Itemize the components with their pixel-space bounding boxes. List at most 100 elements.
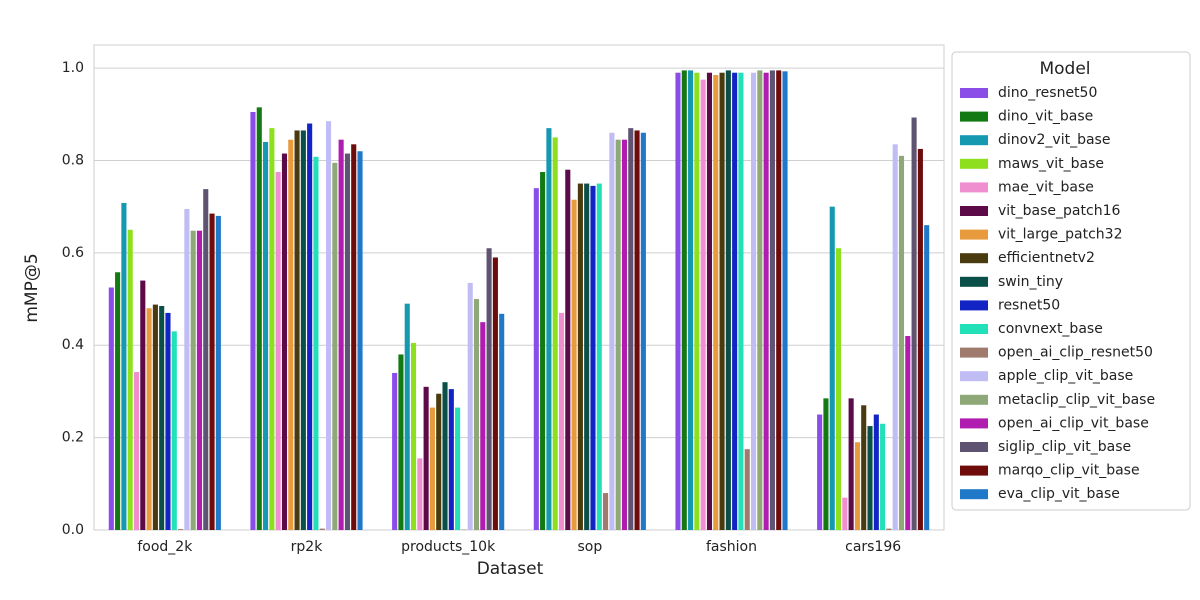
bar — [209, 213, 215, 530]
legend-label: resnet50 — [998, 297, 1060, 313]
bar — [404, 303, 410, 530]
legend-label: dino_vit_base — [998, 109, 1093, 125]
bar — [152, 304, 158, 530]
legend-swatch — [960, 394, 988, 405]
bar — [848, 398, 854, 530]
bar — [165, 312, 171, 530]
bar — [744, 449, 750, 530]
bar — [281, 153, 288, 531]
bar — [688, 70, 694, 531]
bar — [911, 117, 917, 531]
legend-swatch — [960, 489, 988, 500]
bar — [300, 130, 306, 530]
bar — [351, 144, 357, 531]
legend-label: open_ai_clip_resnet50 — [998, 345, 1153, 361]
bar — [898, 155, 905, 530]
legend-swatch — [960, 371, 988, 382]
bar — [423, 386, 429, 530]
bar — [861, 405, 867, 530]
bar — [713, 75, 719, 531]
bar — [769, 70, 775, 531]
bar — [552, 137, 558, 530]
bar — [256, 107, 262, 530]
bar — [640, 132, 646, 530]
bar — [706, 72, 713, 530]
legend-box — [951, 51, 1191, 511]
legend-swatch — [960, 206, 988, 216]
legend-swatch — [960, 135, 988, 146]
bar — [577, 183, 583, 531]
legend-swatch — [960, 276, 988, 287]
legend-swatch — [960, 88, 988, 98]
bar — [467, 282, 473, 530]
legend-swatch — [960, 465, 988, 476]
bar — [269, 128, 275, 530]
x-tick-label: products_10k — [401, 539, 496, 555]
bar — [140, 280, 146, 530]
bar — [776, 70, 782, 531]
bar — [429, 407, 435, 530]
bar — [313, 156, 319, 530]
bar — [725, 70, 731, 531]
legend-label: apple_clip_vit_base — [998, 368, 1133, 384]
bar — [307, 123, 313, 531]
bar — [357, 151, 363, 530]
bar — [392, 372, 398, 530]
bar — [338, 139, 344, 530]
bar — [250, 111, 256, 530]
bar — [196, 230, 203, 530]
bar — [694, 72, 700, 530]
bar — [263, 142, 269, 530]
y-tick-label: 0.4 — [62, 337, 84, 353]
bar — [609, 132, 615, 530]
bar — [700, 79, 706, 531]
bar — [215, 215, 221, 530]
legend-swatch — [960, 324, 988, 334]
legend-swatch — [960, 253, 988, 264]
bar — [486, 248, 492, 530]
legend-label: marqo_clip_vit_base — [998, 463, 1140, 479]
bar — [558, 312, 565, 530]
bar — [571, 199, 577, 530]
x-tick-label: food_2k — [137, 539, 193, 555]
y-tick-label: 0.8 — [62, 152, 84, 168]
legend-swatch — [960, 111, 988, 122]
y-tick-label: 0.6 — [62, 245, 84, 261]
legend-swatch — [960, 182, 988, 193]
legend-label: efficientnetv2 — [998, 250, 1095, 266]
bar — [190, 230, 196, 530]
x-tick-label: cars196 — [845, 539, 901, 555]
bar — [603, 493, 609, 530]
bar — [159, 305, 165, 530]
bar — [842, 497, 848, 530]
bar — [294, 130, 300, 530]
bar — [873, 414, 879, 530]
bar — [442, 382, 448, 530]
x-tick-label: rp2k — [291, 539, 324, 555]
bar — [546, 128, 552, 530]
bar — [344, 153, 350, 531]
bar — [892, 144, 898, 531]
bar — [492, 257, 498, 530]
legend-swatch — [960, 300, 988, 311]
legend-label: siglip_clip_vit_base — [998, 439, 1131, 455]
bar — [540, 172, 546, 530]
y-axis-label: mMP@5 — [22, 253, 42, 322]
legend-label: dinov2_vit_base — [998, 132, 1110, 148]
bar — [436, 393, 442, 530]
bar — [480, 322, 486, 530]
bar — [835, 248, 842, 530]
bar — [823, 398, 829, 530]
bar — [924, 225, 930, 530]
bar — [146, 308, 152, 530]
bar — [675, 72, 681, 530]
bar — [108, 287, 114, 530]
bar — [584, 183, 590, 531]
bar — [398, 354, 404, 530]
bar — [417, 458, 423, 530]
legend-label: maws_vit_base — [998, 156, 1104, 172]
bar — [854, 442, 860, 530]
bar — [178, 529, 184, 530]
legend-swatch — [960, 442, 988, 452]
